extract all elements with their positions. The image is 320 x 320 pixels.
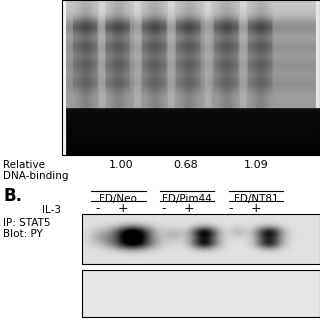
Text: -: - xyxy=(95,203,100,215)
Text: -: - xyxy=(228,203,233,215)
Text: Blot: PY: Blot: PY xyxy=(3,229,43,239)
Text: 0.68: 0.68 xyxy=(173,160,198,170)
Text: FD/Pim44: FD/Pim44 xyxy=(162,194,212,204)
Text: -: - xyxy=(161,203,165,215)
Text: FD/NT81: FD/NT81 xyxy=(234,194,278,204)
Text: FD/Neo: FD/Neo xyxy=(100,194,137,204)
Text: Relative: Relative xyxy=(3,160,45,170)
Text: IP: STAT5: IP: STAT5 xyxy=(3,218,51,228)
Text: +: + xyxy=(251,203,261,215)
Text: +: + xyxy=(118,203,129,215)
Text: 1.00: 1.00 xyxy=(109,160,134,170)
Text: 1.09: 1.09 xyxy=(244,160,268,170)
Text: DNA-binding: DNA-binding xyxy=(3,171,69,181)
Text: IL-3: IL-3 xyxy=(42,204,61,215)
Text: B.: B. xyxy=(3,187,22,205)
Text: +: + xyxy=(183,203,194,215)
